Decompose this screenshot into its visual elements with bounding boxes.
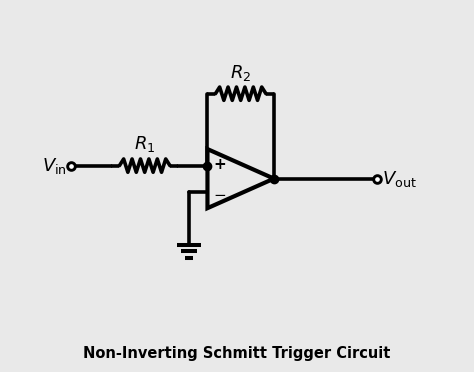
Text: Non-Inverting Schmitt Trigger Circuit: Non-Inverting Schmitt Trigger Circuit [83,346,391,362]
Text: $V_\mathrm{out}$: $V_\mathrm{out}$ [382,169,416,189]
Text: $R_2$: $R_2$ [230,63,251,83]
Text: +: + [213,157,226,172]
Text: $R_1$: $R_1$ [134,134,155,154]
Text: $V_\mathrm{in}$: $V_\mathrm{in}$ [42,155,66,176]
Text: $-$: $-$ [213,186,227,201]
